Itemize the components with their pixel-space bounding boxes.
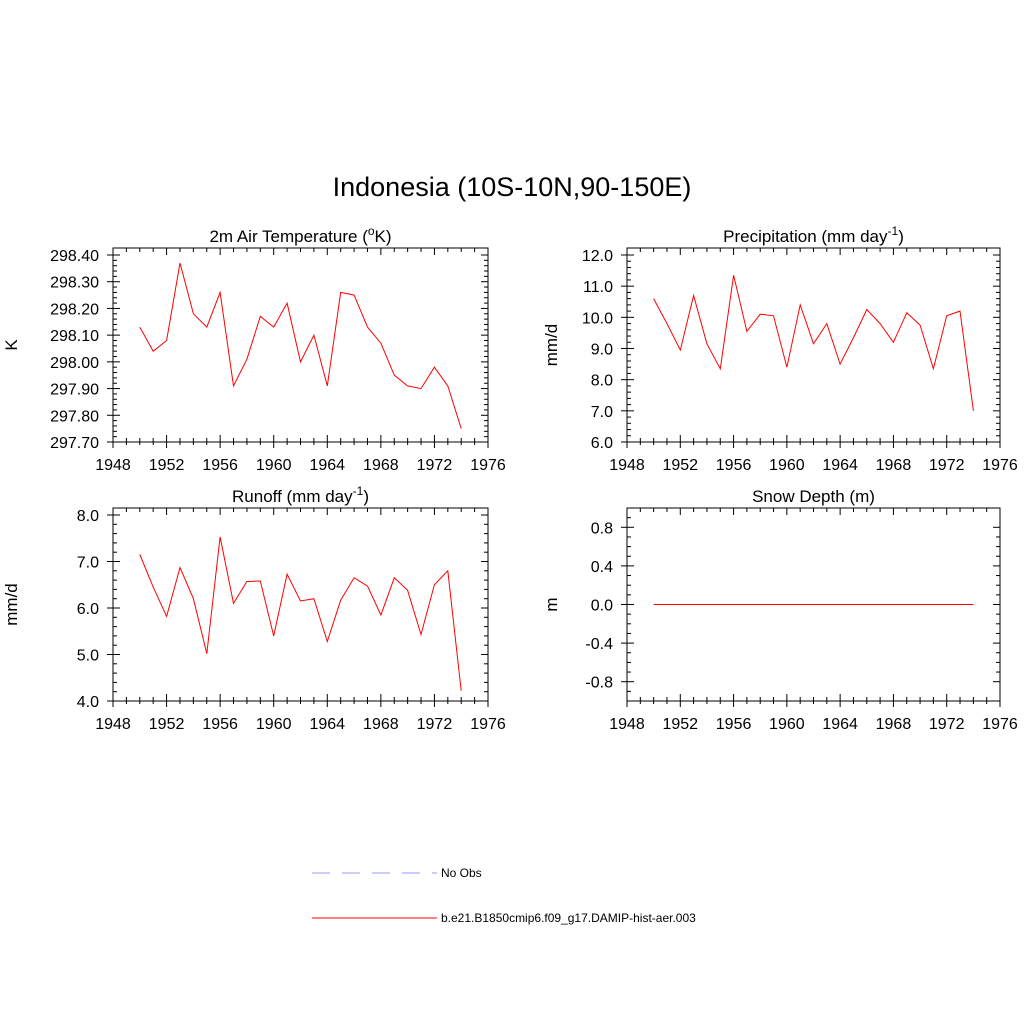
chart-temperature: 1948 1952 1956 1960 1964 1968 1972 1976 297.70 29… bbox=[2, 224, 506, 474]
series-line-temperature bbox=[139, 262, 462, 429]
y-tick-label-runoff: 5.0 bbox=[77, 648, 99, 665]
y-tick-label-runoff: 7.0 bbox=[77, 555, 99, 572]
chart-precipitation: 1948 1952 1956 1960 1964 1968 1972 1976 6.0 7.0 8.… bbox=[542, 224, 1018, 474]
x-tick-label-snow-depth: 1952 bbox=[662, 716, 698, 733]
y-tick-label-precipitation: 8.0 bbox=[591, 373, 613, 390]
x-tick-label-precipitation: 1968 bbox=[876, 457, 912, 474]
x-tick-label-runoff: 1964 bbox=[309, 716, 345, 733]
x-tick-label-precipitation: 1964 bbox=[822, 457, 858, 474]
x-tick-label-precipitation: 1952 bbox=[662, 457, 698, 474]
x-tick-label-snow-depth: 1964 bbox=[822, 716, 858, 733]
x-tick-label-runoff: 1952 bbox=[149, 716, 185, 733]
x-tick-label-temperature: 1964 bbox=[309, 457, 345, 474]
series-line-runoff bbox=[139, 536, 462, 691]
x-tick-label-temperature: 1952 bbox=[149, 457, 185, 474]
legend-label-model: b.e21.B1850cmip6.f09_g17.DAMIP-hist-aer.… bbox=[441, 911, 696, 925]
y-tick-label-precipitation: 7.0 bbox=[591, 404, 613, 421]
x-tick-label-runoff: 1960 bbox=[256, 716, 292, 733]
y-tick-label-runoff: 8.0 bbox=[77, 508, 99, 525]
chart-title-runoff: Runoff (mm day-1) bbox=[232, 484, 369, 506]
y-tick-label-snow-depth: 0.8 bbox=[591, 520, 613, 537]
x-tick-label-precipitation: 1948 bbox=[609, 457, 645, 474]
y-tick-label-temperature: 297.80 bbox=[50, 408, 99, 425]
x-tick-label-temperature: 1948 bbox=[95, 457, 131, 474]
chart-title-snow-depth: Snow Depth (m) bbox=[752, 487, 875, 506]
x-tick-label-snow-depth: 1960 bbox=[769, 716, 805, 733]
x-tick-label-runoff: 1968 bbox=[363, 716, 399, 733]
x-tick-label-precipitation: 1972 bbox=[929, 457, 965, 474]
chart-runoff: 1948 1952 1956 1960 1964 1968 1972 1976 4.0 5.0 6.… bbox=[2, 484, 506, 733]
x-tick-label-temperature: 1956 bbox=[202, 457, 238, 474]
legend-label-no-obs: No Obs bbox=[441, 866, 482, 880]
y-tick-label-temperature: 297.70 bbox=[50, 435, 99, 452]
y-axis-label-temperature: K bbox=[2, 339, 21, 351]
y-tick-label-temperature: 298.40 bbox=[50, 248, 99, 265]
x-tick-label-snow-depth: 1948 bbox=[609, 716, 645, 733]
x-tick-label-precipitation: 1976 bbox=[982, 457, 1018, 474]
x-tick-label-snow-depth: 1968 bbox=[876, 716, 912, 733]
x-tick-label-precipitation: 1956 bbox=[716, 457, 752, 474]
y-tick-label-precipitation: 9.0 bbox=[591, 342, 613, 359]
x-tick-label-runoff: 1948 bbox=[95, 716, 131, 733]
main-title: Indonesia (10S-10N,90-150E) bbox=[332, 172, 692, 202]
y-tick-label-snow-depth: -0.4 bbox=[585, 636, 613, 653]
y-axis-label-snow-depth: m bbox=[542, 597, 561, 611]
y-tick-label-precipitation: 10.0 bbox=[582, 310, 613, 327]
y-tick-label-precipitation: 6.0 bbox=[591, 435, 613, 452]
series-line-precipitation bbox=[653, 275, 974, 411]
x-tick-label-snow-depth: 1972 bbox=[929, 716, 965, 733]
x-tick-label-runoff: 1972 bbox=[417, 716, 453, 733]
x-tick-label-temperature: 1972 bbox=[417, 457, 453, 474]
y-tick-label-runoff: 6.0 bbox=[77, 601, 99, 618]
chart-title-precipitation: Precipitation (mm day-1) bbox=[723, 224, 904, 246]
y-tick-label-temperature: 297.90 bbox=[50, 382, 99, 399]
y-tick-label-precipitation: 12.0 bbox=[582, 248, 613, 265]
y-axis-label-precipitation: mm/d bbox=[542, 324, 561, 367]
x-tick-label-runoff: 1976 bbox=[470, 716, 506, 733]
chart-title-temperature: 2m Air Temperature (oK) bbox=[209, 224, 391, 246]
x-tick-label-temperature: 1976 bbox=[470, 457, 506, 474]
y-tick-label-temperature: 298.00 bbox=[50, 355, 99, 372]
y-tick-label-snow-depth: 0.0 bbox=[591, 598, 613, 615]
y-tick-label-snow-depth: 0.4 bbox=[591, 559, 613, 576]
y-tick-label-snow-depth: -0.8 bbox=[585, 675, 613, 692]
chart-snow-depth: 1948 1952 1956 1960 1964 1968 1972 1976 -0.8 -0.4… bbox=[542, 487, 1018, 733]
x-tick-label-temperature: 1960 bbox=[256, 457, 292, 474]
x-tick-label-runoff: 1956 bbox=[202, 716, 238, 733]
x-tick-label-snow-depth: 1956 bbox=[716, 716, 752, 733]
x-tick-label-snow-depth: 1976 bbox=[982, 716, 1018, 733]
y-axis-label-runoff: mm/d bbox=[2, 583, 21, 626]
y-tick-label-temperature: 298.20 bbox=[50, 301, 99, 318]
y-tick-label-temperature: 298.10 bbox=[50, 328, 99, 345]
y-tick-label-temperature: 298.30 bbox=[50, 275, 99, 292]
y-tick-label-precipitation: 11.0 bbox=[583, 279, 613, 296]
x-tick-label-temperature: 1968 bbox=[363, 457, 399, 474]
y-tick-label-runoff: 4.0 bbox=[77, 694, 99, 711]
x-tick-label-precipitation: 1960 bbox=[769, 457, 805, 474]
